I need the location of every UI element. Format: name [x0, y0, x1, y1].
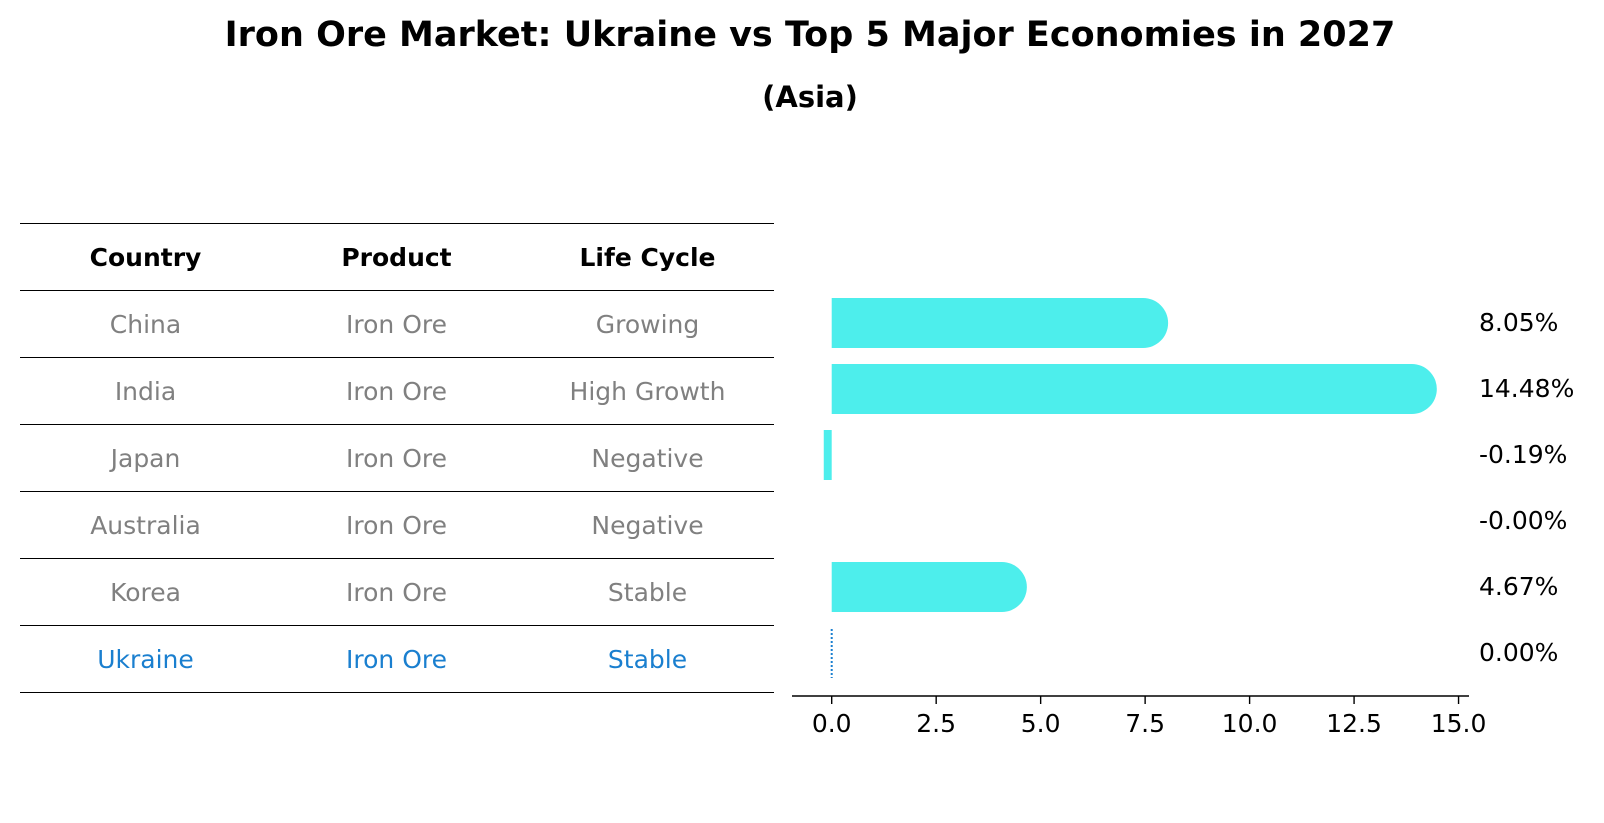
value-label: 4.67%: [1479, 572, 1558, 601]
cell-country: Japan: [110, 443, 181, 473]
value-label: 0.00%: [1479, 638, 1558, 667]
cell-life-cycle: Growing: [595, 309, 700, 339]
bar-korea: [831, 562, 1027, 612]
bar-india: [831, 364, 1437, 414]
cell-product: Iron Ore: [346, 510, 447, 540]
value-label: -0.19%: [1479, 440, 1567, 469]
header-life-cycle: Life Cycle: [579, 242, 716, 272]
value-label: -0.00%: [1479, 506, 1567, 535]
cell-product: Iron Ore: [346, 309, 447, 339]
table-row: Japan Iron Ore Negative: [20, 424, 774, 491]
table-row-highlight: Ukraine Iron Ore Stable: [20, 625, 774, 693]
x-tick-label: 15.0: [1431, 709, 1487, 738]
x-tick-label: 2.5: [916, 709, 956, 738]
cell-product: Iron Ore: [346, 577, 447, 607]
x-tick-label: 10.0: [1222, 709, 1278, 738]
value-label: 14.48%: [1479, 374, 1574, 403]
bar-japan: [823, 430, 832, 480]
x-tick-label: 7.5: [1125, 709, 1165, 738]
cell-country: China: [109, 309, 182, 339]
cell-life-cycle: Negative: [591, 443, 704, 473]
x-tick-label: 0.0: [812, 709, 852, 738]
cell-country: Ukraine: [97, 644, 194, 674]
header-country: Country: [89, 242, 202, 272]
x-tick-label: 5.0: [1021, 709, 1061, 738]
cell-life-cycle: Stable: [607, 644, 688, 674]
value-label: 8.05%: [1479, 308, 1558, 337]
table-header-row: Country Product Life Cycle: [20, 223, 774, 290]
table-row: China Iron Ore Growing: [20, 290, 774, 357]
cell-country: India: [114, 376, 177, 406]
cell-product: Iron Ore: [346, 376, 447, 406]
cell-country: Australia: [90, 510, 201, 540]
cell-product: Iron Ore: [346, 644, 447, 674]
cell-life-cycle: Stable: [607, 577, 688, 607]
cell-life-cycle: High Growth: [569, 376, 726, 406]
chart-title: Iron Ore Market: Ukraine vs Top 5 Major …: [224, 15, 1396, 55]
bar-china: [831, 298, 1169, 348]
table-row: India Iron Ore High Growth: [20, 357, 774, 424]
market-table: Country Product Life Cycle China Iron Or…: [20, 223, 774, 693]
table-row: Australia Iron Ore Negative: [20, 491, 774, 558]
x-tick-label: 12.5: [1326, 709, 1382, 738]
cell-country: Korea: [110, 577, 181, 607]
cell-product: Iron Ore: [346, 443, 447, 473]
header-product: Product: [341, 242, 452, 272]
chart-subtitle: (Asia): [762, 80, 858, 114]
table-row: Korea Iron Ore Stable: [20, 558, 774, 625]
cell-life-cycle: Negative: [591, 510, 704, 540]
